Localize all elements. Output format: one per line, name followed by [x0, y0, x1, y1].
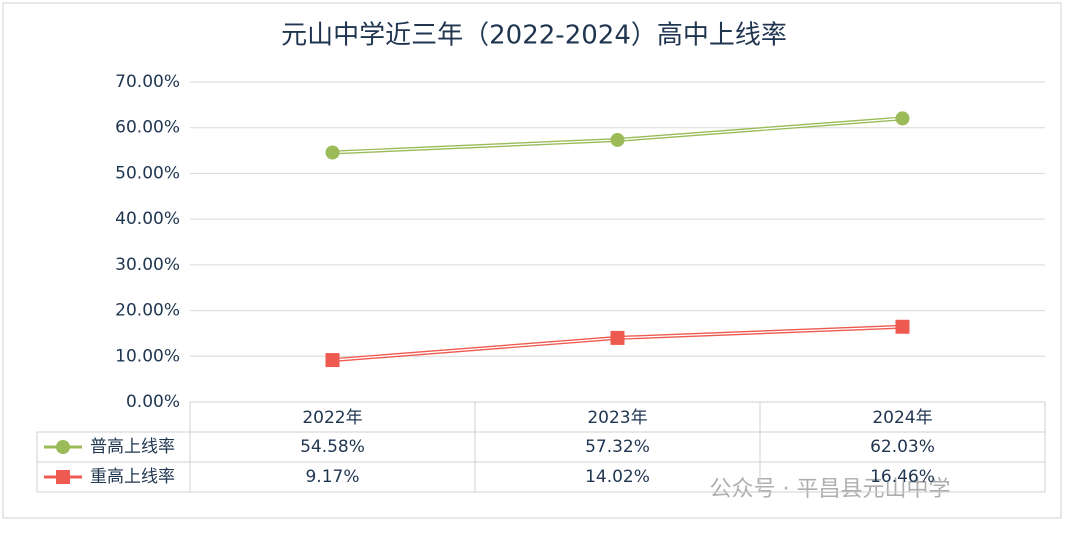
marker: [610, 132, 625, 147]
marker: [895, 111, 910, 126]
legend-label: 重高上线率: [90, 467, 175, 487]
y-tick-label: 70.00%: [115, 72, 180, 92]
table-value: 9.17%: [305, 467, 359, 487]
y-tick-label: 0.00%: [126, 392, 180, 412]
marker: [895, 319, 910, 334]
table-value: 62.03%: [870, 437, 935, 457]
x-tick-label: 2022年: [302, 408, 362, 428]
marker: [325, 353, 340, 368]
watermark: 公众号 · 平昌县元山中学: [710, 477, 951, 502]
chart-title: 元山中学近三年（2022-2024）高中上线率: [281, 21, 787, 51]
table-value: 16.46%: [870, 467, 935, 487]
y-tick-label: 50.00%: [115, 163, 180, 183]
y-tick-label: 20.00%: [115, 301, 180, 321]
legend-label: 普高上线率: [90, 437, 175, 457]
legend-marker: [56, 440, 70, 454]
table-value: 14.02%: [585, 467, 650, 487]
x-tick-label: 2023年: [587, 408, 647, 428]
x-tick-label: 2024年: [872, 408, 932, 428]
marker: [325, 145, 340, 160]
marker: [610, 330, 625, 345]
table-value: 57.32%: [585, 437, 650, 457]
y-tick-label: 30.00%: [115, 255, 180, 275]
legend-marker: [56, 470, 70, 484]
y-tick-label: 10.00%: [115, 346, 180, 366]
table-value: 54.58%: [300, 437, 365, 457]
y-tick-label: 40.00%: [115, 209, 180, 229]
y-tick-label: 60.00%: [115, 118, 180, 138]
